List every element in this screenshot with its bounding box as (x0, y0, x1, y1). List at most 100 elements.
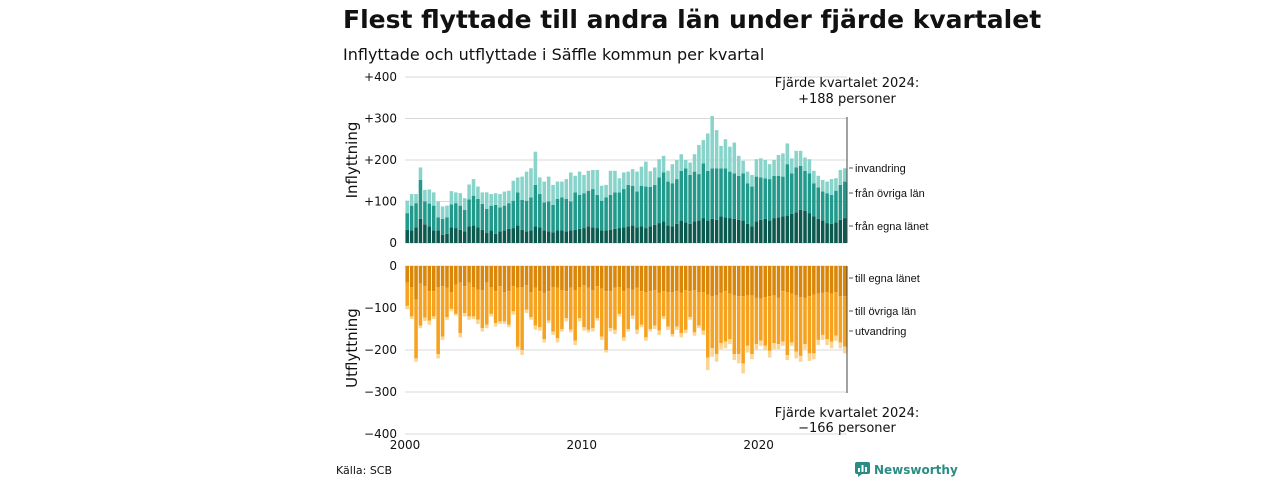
bar-till-egna-länet (679, 266, 684, 293)
bar-till-egna-länet (675, 266, 679, 292)
bar-till-egna-länet (546, 266, 551, 292)
bar-från-egna-länet (843, 218, 847, 243)
bar-invandring (440, 206, 445, 219)
bar-till-övriga-län (418, 283, 423, 326)
bar-från-övriga-län (820, 191, 825, 221)
bar-från-övriga-län (582, 193, 586, 229)
bar-till-egna-länet (683, 266, 688, 291)
bar-till-övriga-län (657, 292, 661, 331)
bar-till-egna-länet (644, 266, 648, 293)
bar-från-övriga-län (591, 189, 595, 228)
bar-till-övriga-län (772, 295, 776, 344)
bar-utvandring (608, 328, 613, 332)
bar-invandring (573, 175, 577, 193)
bar-till-övriga-län (781, 291, 785, 342)
bar-invandring (608, 170, 613, 195)
bar-till-övriga-län (480, 290, 485, 329)
bar-från-egna-länet (476, 227, 480, 243)
bar-utvandring (798, 355, 803, 362)
bar-till-övriga-län (458, 282, 463, 334)
bar-till-egna-länet (520, 266, 524, 287)
bar-till-övriga-län (445, 287, 449, 318)
bar-till-övriga-län (586, 287, 591, 330)
bar-utvandring (586, 329, 591, 333)
bar-utvandring (591, 328, 595, 332)
bar-från-egna-länet (697, 220, 701, 243)
bar-från-övriga-län (772, 175, 776, 219)
bar-till-egna-länet (670, 266, 675, 293)
bar-till-egna-länet (750, 266, 754, 296)
bar-från-övriga-län (445, 217, 449, 234)
bar-till-övriga-län (723, 291, 728, 342)
bar-från-egna-länet (462, 231, 467, 243)
bar-till-egna-länet (706, 266, 710, 295)
bar-från-övriga-län (732, 173, 737, 219)
bar-från-övriga-län (476, 199, 480, 228)
bar-från-egna-länet (798, 209, 803, 243)
bar-utvandring (454, 313, 458, 316)
bar-till-övriga-län (834, 292, 838, 336)
bar-från-egna-länet (471, 225, 476, 243)
bar-utvandring (414, 358, 418, 362)
bar-utvandring (418, 325, 423, 329)
bar-från-egna-länet (555, 230, 560, 243)
bar-invandring (701, 140, 706, 164)
bar-invandring (719, 145, 723, 169)
bar-invandring (714, 130, 719, 169)
bar-invandring (803, 157, 807, 171)
bar-från-egna-länet (436, 230, 440, 243)
bar-från-övriga-län (431, 205, 436, 231)
bar-utvandring (462, 313, 467, 317)
bar-invandring (511, 180, 516, 201)
bar-invandring (546, 176, 551, 202)
bar-från-övriga-län (595, 194, 600, 229)
bar-invandring (414, 194, 418, 204)
bar-utvandring (524, 309, 529, 314)
bar-utvandring (803, 344, 807, 350)
bar-till-egna-länet (538, 266, 542, 292)
bar-utvandring (719, 343, 723, 350)
bar-från-egna-länet (591, 227, 595, 243)
bar-från-egna-länet (772, 218, 776, 243)
bar-från-egna-länet (564, 231, 569, 243)
bar-från-egna-länet (560, 230, 564, 243)
bar-invandring (657, 159, 661, 178)
bar-utvandring (427, 320, 432, 325)
bar-invandring (728, 146, 732, 172)
bar-invandring (688, 162, 692, 175)
bar-från-egna-länet (816, 218, 821, 243)
bar-från-egna-länet (706, 220, 710, 243)
bar-invandring (560, 181, 564, 198)
bar-utvandring (471, 316, 476, 319)
bar-invandring (785, 143, 790, 165)
bar-invandring (723, 139, 728, 169)
bar-från-egna-länet (630, 225, 635, 243)
bar-till-egna-länet (816, 266, 821, 294)
bar-invandring (635, 171, 639, 192)
bar-till-övriga-län (476, 289, 480, 320)
bar-till-övriga-län (524, 285, 529, 310)
bar-invandring (683, 160, 688, 169)
bar-från-egna-länet (732, 218, 737, 243)
bar-invandring (480, 192, 485, 204)
bar-till-egna-länet (515, 266, 520, 288)
bar-till-egna-länet (436, 266, 440, 287)
series-label: från övriga län (855, 188, 925, 200)
bar-till-övriga-län (759, 298, 763, 341)
bar-från-övriga-län (639, 185, 644, 227)
y-tick-label: −200 (364, 343, 397, 357)
bar-invandring (555, 181, 560, 200)
bar-från-egna-länet (431, 230, 436, 243)
bar-till-egna-länet (440, 266, 445, 287)
bar-till-övriga-län (652, 290, 657, 326)
bar-från-egna-länet (613, 228, 617, 243)
bar-invandring (820, 179, 825, 192)
bar-invandring (454, 192, 458, 204)
bar-från-övriga-län (679, 170, 684, 221)
bar-utvandring (825, 339, 829, 345)
bar-utvandring (829, 341, 834, 349)
bar-till-övriga-län (564, 291, 569, 319)
bar-utvandring (599, 336, 604, 340)
bar-utvandring (688, 317, 692, 320)
bar-till-egna-länet (564, 266, 569, 292)
